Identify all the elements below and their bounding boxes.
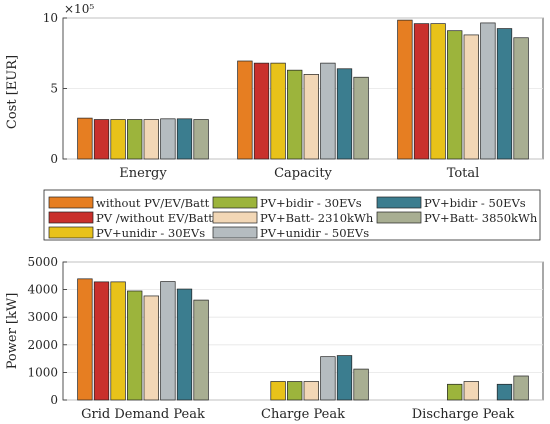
legend-label: PV+Batt- 3850kWh	[424, 211, 538, 225]
power-bar-charge-peak-pv-batt-3850kwh	[353, 368, 369, 401]
legend-item-pv-unidir-50evs: PV+unidir - 50EVs	[212, 226, 369, 240]
cost-bar-energy-pv-unidir-30evs	[110, 119, 126, 160]
legend-item-pv-unidir-30evs: PV+unidir - 30EVs	[48, 226, 205, 240]
power-plot-area	[62, 261, 544, 401]
power-bar-discharge-peak-pv-bidir-30evs	[447, 383, 463, 401]
power-bar-discharge-peak-pv-batt-2310kwh	[463, 381, 479, 401]
cost-bar-capacity-pv-without-ev-batt	[253, 62, 270, 160]
cost-bar-total-pv-unidir-30evs	[430, 23, 446, 160]
power-bars	[77, 278, 529, 401]
cost-y-tick-label: 0	[50, 152, 58, 166]
cost-bar-capacity-pv-batt-3850kwh	[353, 76, 369, 160]
cost-bar-capacity-pv-bidir-30evs	[287, 69, 303, 160]
cost-bar-energy-pv-unidir-50evs	[160, 118, 176, 160]
cost-bar-energy-pv-bidir-50evs	[176, 118, 193, 160]
legend-item-pv-batt-3850kwh: PV+Batt- 3850kWh	[376, 211, 538, 225]
legend-label: PV+Batt- 2310kWh	[260, 211, 374, 225]
cost-bar-total-pv-batt-3850kwh	[513, 37, 529, 160]
legend-item-pv-batt-2310kwh: PV+Batt- 2310kWh	[212, 211, 374, 225]
cost-bar-energy-pv-without-ev-batt	[93, 119, 110, 160]
cost-bar-capacity-pv-unidir-50evs	[320, 62, 336, 160]
power-bar-grid-demand-peak-pv-batt-3850kwh	[193, 299, 209, 401]
cost-y-tick-label: 10	[43, 11, 58, 25]
power-bar-grid-demand-peak-pv-without-ev-batt	[93, 281, 110, 401]
power-bar-charge-peak-pv-bidir-30evs	[287, 381, 303, 401]
cost-x-tick-label: Total	[447, 166, 480, 181]
cost-y-tick-label: 5	[50, 82, 58, 96]
cost-x-tick-label: Capacity	[274, 166, 332, 181]
cost-x-ticks: Energy Capacity Total	[119, 166, 479, 181]
power-bar-charge-peak-pv-batt-2310kwh	[303, 381, 319, 401]
cost-bar-total-pv-bidir-50evs	[496, 28, 513, 160]
cost-x-tick-label: Energy	[119, 166, 167, 181]
power-bar-grid-demand-peak-pv-unidir-30evs	[110, 281, 126, 401]
power-bar-charge-peak-pv-unidir-50evs	[320, 356, 336, 401]
legend-swatch	[212, 211, 258, 224]
cost-bar-total-pv-batt-2310kwh	[463, 34, 479, 160]
power-bar-grid-demand-peak-pv-bidir-30evs	[127, 290, 143, 401]
power-bar-charge-peak-pv-unidir-30evs	[270, 381, 286, 401]
legend-label: PV /without EV/Batt	[96, 211, 213, 225]
legend-swatch	[48, 196, 94, 209]
legend-swatch	[48, 211, 94, 224]
cost-bar-capacity-without-pv-ev-batt	[237, 60, 253, 160]
power-y-tick-label: 2000	[27, 338, 58, 352]
power-x-tick-label: Discharge Peak	[412, 407, 515, 422]
cost-y-ticks: 0 5 10	[43, 11, 67, 166]
legend-item-without-pv-ev-batt: without PV/EV/Batt	[48, 196, 210, 210]
power-grid	[63, 261, 543, 401]
cost-grid	[63, 17, 543, 160]
power-bar-grid-demand-peak-pv-batt-2310kwh	[143, 295, 159, 401]
legend-label: without PV/EV/Batt	[96, 196, 210, 210]
power-bar-grid-demand-peak-pv-bidir-50evs	[176, 288, 193, 401]
cost-bar-total-without-pv-ev-batt	[397, 19, 413, 160]
power-bar-discharge-peak-pv-bidir-50evs	[496, 383, 513, 401]
power-y-tick-label: 3000	[27, 310, 58, 324]
power-bar-grid-demand-peak-without-pv-ev-batt	[77, 278, 93, 401]
cost-bar-capacity-pv-batt-2310kwh	[303, 74, 319, 160]
cost-y-axis-label: Cost [EUR]	[5, 55, 20, 129]
legend-label: PV+bidir - 50EVs	[424, 196, 526, 210]
legend-item-pv-without-ev-batt: PV /without EV/Batt	[48, 211, 213, 225]
legend-item-pv-bidir-30evs: PV+bidir - 30EVs	[212, 196, 362, 210]
power-x-ticks: Grid Demand Peak Charge Peak Discharge Pea…	[81, 407, 514, 422]
power-bar-charge-peak-pv-bidir-50evs	[336, 355, 353, 401]
legend-label: PV+unidir - 30EVs	[96, 226, 205, 240]
cost-bar-capacity-pv-bidir-50evs	[336, 68, 353, 160]
cost-bar-capacity-pv-unidir-30evs	[270, 62, 286, 160]
cost-exponent-label: ×10⁵	[64, 2, 94, 16]
cost-chart: 0 5 10 Energy Capacity Total ×10⁵ Cost [EUR]	[5, 2, 544, 181]
power-y-tick-label: 5000	[27, 255, 58, 269]
cost-bar-energy-pv-batt-3850kwh	[193, 119, 209, 160]
power-y-tick-label: 0	[50, 393, 58, 407]
power-x-tick-label: Charge Peak	[261, 407, 345, 422]
legend-swatch	[376, 211, 422, 224]
power-y-axis-label: Power [kW]	[5, 293, 20, 370]
cost-bars	[77, 19, 529, 160]
power-bar-grid-demand-peak-pv-unidir-50evs	[160, 281, 176, 401]
legend-swatch	[48, 226, 94, 239]
legend-label: PV+bidir - 30EVs	[260, 196, 362, 210]
legend-label: PV+unidir - 50EVs	[260, 226, 369, 240]
power-chart: 0 1000 2000 3000 4000 5000 Grid Demand Peak Ch…	[5, 255, 544, 422]
legend-box	[43, 189, 541, 241]
legend-swatch	[212, 226, 258, 239]
cost-bar-energy-pv-bidir-30evs	[127, 119, 143, 160]
cost-bar-total-pv-bidir-30evs	[447, 30, 463, 160]
legend-item-pv-bidir-50evs: PV+bidir - 50EVs	[376, 196, 526, 210]
power-y-ticks: 0 1000 2000 3000 4000 5000	[27, 255, 67, 407]
cost-bar-energy-pv-batt-2310kwh	[143, 119, 159, 160]
cost-bar-energy-without-pv-ev-batt	[77, 117, 93, 160]
power-y-tick-label: 4000	[27, 283, 58, 297]
cost-bar-total-pv-without-ev-batt	[413, 23, 430, 160]
cost-bar-total-pv-unidir-50evs	[480, 22, 496, 160]
legend-swatch	[212, 196, 258, 209]
power-x-tick-label: Grid Demand Peak	[81, 407, 205, 422]
power-y-tick-label: 1000	[27, 365, 58, 379]
legend-swatch	[376, 196, 422, 209]
power-bar-discharge-peak-pv-batt-3850kwh	[513, 375, 529, 401]
